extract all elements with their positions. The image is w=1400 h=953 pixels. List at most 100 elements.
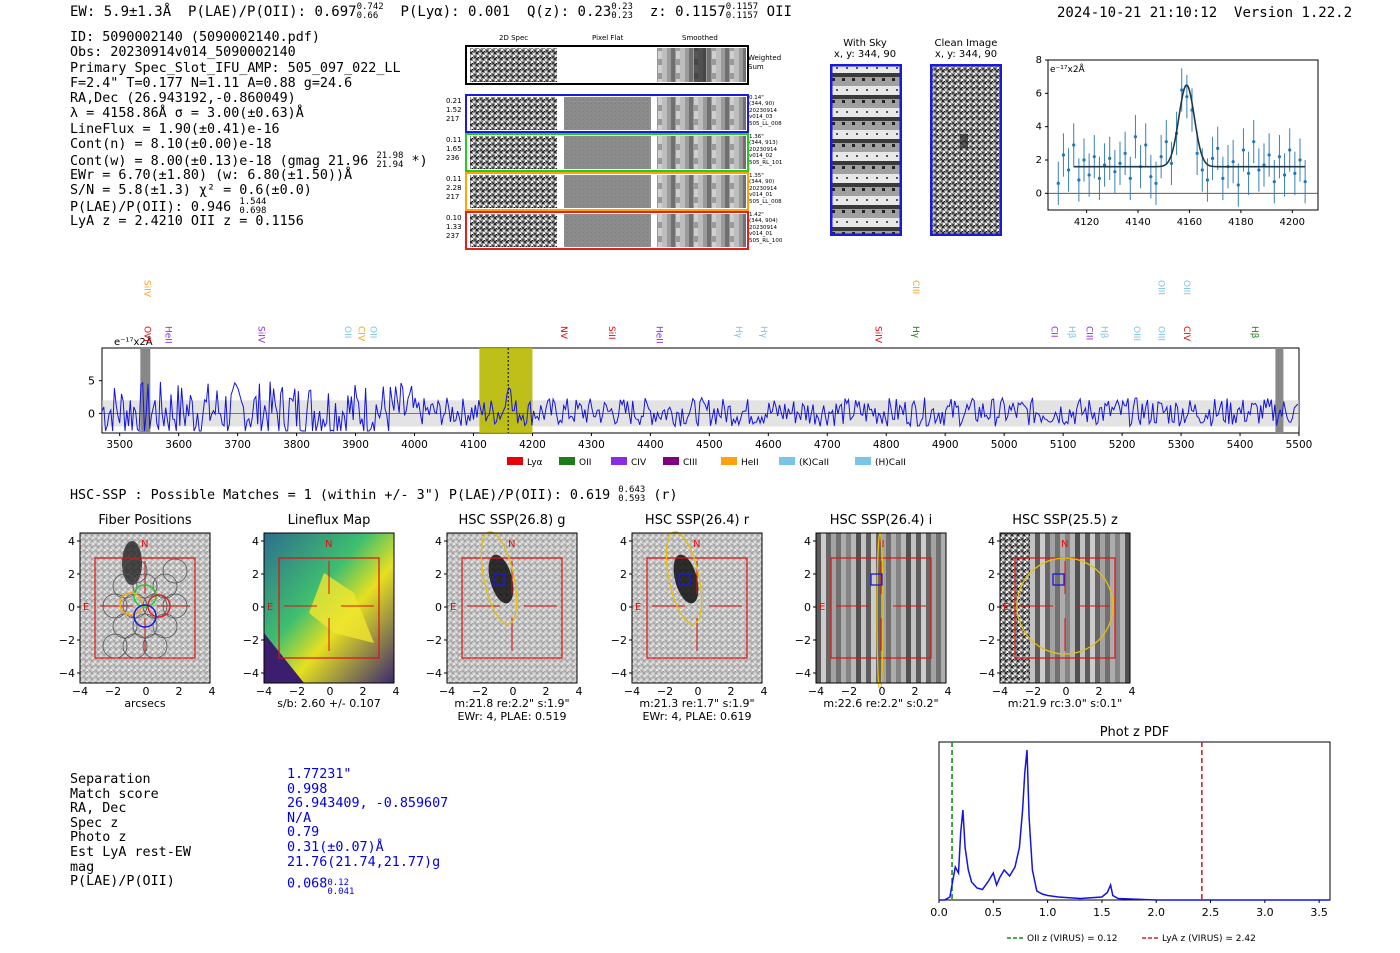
east-label: E [819, 602, 825, 613]
table-value: 1.77231" [287, 767, 448, 783]
thumb-stripe [921, 533, 926, 683]
thumb-ytick-label: −2 [243, 634, 259, 647]
thumb-stripe [1080, 533, 1085, 683]
thumb-stripe [861, 533, 866, 683]
stamp-right-value: 1.35" [749, 173, 764, 179]
match-table-values: 1.77231" 0.998 26.943409, -0.859607 N/A 0.79… [287, 767, 448, 896]
thumb-wash [80, 533, 210, 683]
with-sky-title: With Sky x, y: 344, 90 [826, 38, 904, 60]
qz-lo: 0.23 [611, 11, 633, 21]
info-plae-lo: 0.698 [239, 206, 267, 217]
zoom-point [1241, 148, 1246, 152]
table-value-text: 0.79 [287, 825, 320, 841]
table-label: mag [70, 859, 95, 875]
zoom-point [1123, 151, 1127, 155]
zoom-point [1144, 143, 1148, 147]
zoom-point [1169, 161, 1174, 165]
table-label: RA, Dec [70, 801, 127, 817]
info-contw-row: Cont(w) = 8.00(±0.13)e-18 (gmag 21.96 21… [70, 152, 428, 170]
spec-line-marker: Hγ [733, 326, 743, 339]
info-id: ID: 5090002140 (5090002140.pdf) [70, 30, 320, 45]
thumb-xtick-label: 4 [944, 685, 952, 698]
contw-end: *) [411, 154, 428, 170]
clean-title: Clean Image x, y: 344, 90 [926, 38, 1006, 60]
photz-legend-label: OII z (VIRUS) = 0.12 [1027, 934, 1118, 944]
thumb-ytick-label: 2 [252, 568, 259, 581]
spec-line-marker: OII [342, 326, 352, 338]
thumb-stripe [876, 533, 881, 683]
thumb-xtick-label: 2 [911, 685, 919, 698]
plae-hi: 0.742 [356, 2, 384, 12]
spec-xtick-label: 4300 [578, 439, 605, 451]
east-label: E [450, 602, 456, 613]
table-value-text: 0.998 [287, 781, 328, 797]
spec-legend-swatch [663, 457, 679, 465]
spec-line-marker: HeII [653, 326, 663, 344]
thumb-ytick-label: 2 [988, 568, 995, 581]
thumb-xtick-label: −2 [1024, 685, 1042, 698]
spec-line-marker: Hγ [910, 326, 920, 339]
match-lo: 0.593 [618, 494, 646, 504]
thumb-frame [79, 532, 211, 684]
zoom-point [1298, 158, 1302, 162]
spec-legend-swatch [721, 457, 737, 465]
zoom-point [1252, 140, 1256, 144]
spec-ytick-label: 5 [88, 375, 95, 388]
fiber-circle [122, 558, 148, 584]
aperture-box [94, 557, 196, 659]
spec-line-marker: CIV [1181, 326, 1191, 342]
photz-line [939, 749, 1330, 901]
fiber-circle [142, 633, 168, 659]
info-obs: Obs: 20230914v014_5090002140 [70, 45, 296, 61]
z-lo: 0.1157 [725, 11, 759, 21]
spec-legend-swatch [507, 457, 523, 465]
stamp-right-value: 20230914 [749, 185, 777, 192]
spec-line-marker: Hβ [1098, 326, 1108, 339]
thumb-stripe [1100, 533, 1105, 683]
thumb-wash [632, 533, 762, 683]
zoom-point [1231, 160, 1235, 164]
header-right: 2024-10-21 21:10:12 Version 1.22.2 [1057, 5, 1352, 21]
stamp-frame [465, 133, 749, 172]
info-lineflux: LineFlux = 1.90(±0.41)e-16 [70, 121, 280, 137]
thumb-ytick-label: 2 [804, 568, 811, 581]
stamp-left-value: 1.65 [446, 145, 462, 153]
table-label: P(LAE)/P(OII) [70, 874, 175, 890]
thumb-stripe [1055, 533, 1060, 683]
table-value-text: N/A [287, 810, 312, 826]
info-lambda: λ = 4158.86Å σ = 3.00(±0.63)Å [70, 106, 304, 122]
fiber-highlight [119, 592, 143, 616]
thumb-stripe [1105, 533, 1110, 683]
thumb-caption: m:21.8 re:2.2" s:1.9" [454, 697, 570, 710]
spec-line-marker: CIII [1084, 326, 1094, 340]
spec-legend-swatch [611, 457, 627, 465]
fiber-circle [112, 573, 138, 599]
thumb-frame [999, 532, 1131, 684]
thumb-image: N E 4 2 0 −2 −4 [611, 531, 763, 684]
zoom-point [1288, 148, 1292, 152]
stamp-left-value: 0.11 [446, 136, 462, 144]
photz-xtick-label: 2.5 [1202, 906, 1220, 919]
thumb-xtick-label: 0 [142, 685, 150, 698]
stamp-right-value: 505_LL_008 [749, 120, 782, 127]
spec-mask [1275, 348, 1284, 433]
spec-xtick-label: 4500 [696, 439, 723, 451]
zoom-ylabel: e⁻¹⁷x2Å [1050, 63, 1086, 75]
zoom-ytick-label: 0 [1036, 188, 1042, 199]
spec-xtick-label: 5300 [1168, 439, 1195, 451]
zoom-fit-chart: 0 2 4 6 8 4120 4140 4160 4180 4200 e⁻¹⁷x2Å [1036, 55, 1319, 228]
thumb-stripe [1090, 533, 1095, 683]
thumb-ytick-label: 2 [435, 568, 442, 581]
thumb-xtick-label: −4 [438, 685, 456, 698]
kron-circle [1016, 557, 1114, 655]
thumb-ytick-label: 4 [804, 535, 811, 548]
zoom-xtick-label: 4140 [1125, 217, 1150, 228]
table-value: 0.998 [287, 781, 448, 798]
clean-xy: x, y: 344, 90 [934, 49, 998, 60]
col-title-smoothed: Smoothed [682, 34, 718, 42]
spec-xtick-label: 3500 [106, 439, 133, 451]
spec-xtick-label: 3900 [342, 439, 369, 451]
zoom-point [1133, 135, 1138, 139]
stamp-pixelflat [564, 97, 651, 130]
z-hi: 0.1157 [725, 2, 759, 12]
